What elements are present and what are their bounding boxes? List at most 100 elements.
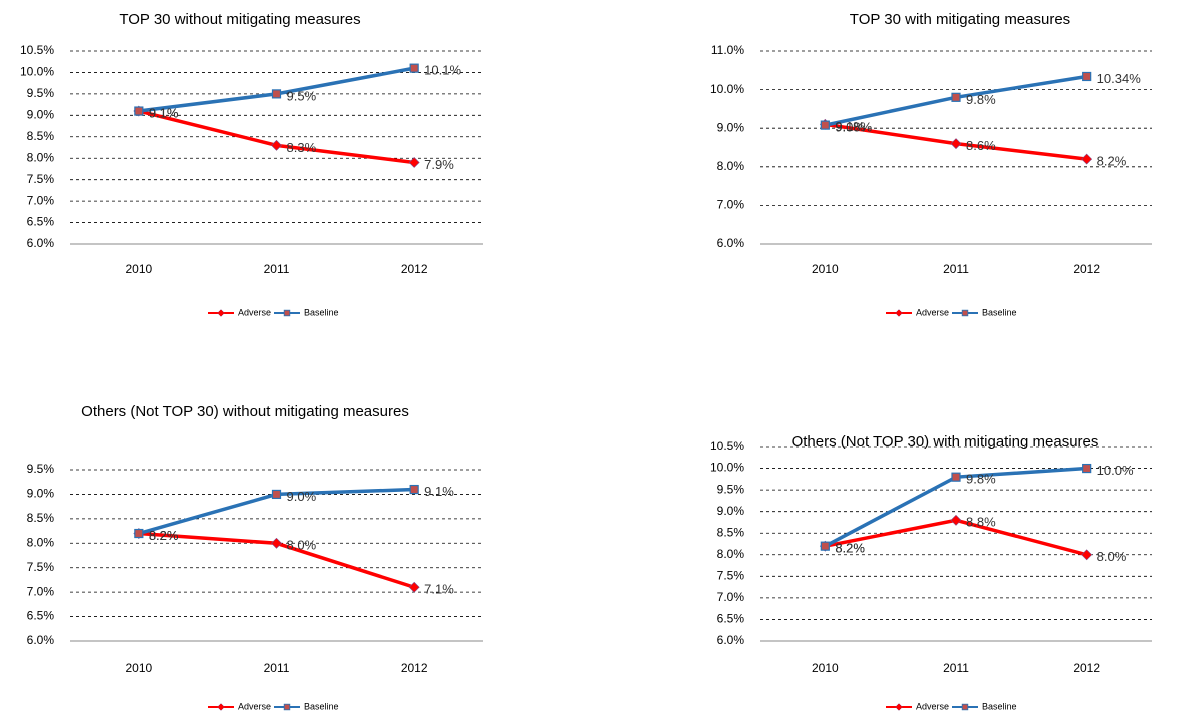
data-label: 8.6% [966, 138, 996, 153]
y-tick-label: 8.5% [27, 511, 55, 525]
x-tick-label: 2012 [401, 661, 428, 675]
y-tick-label: 6.0% [27, 236, 55, 250]
legend-label: Adverse [916, 307, 949, 317]
y-tick-label: 9.0% [717, 120, 745, 134]
y-tick-label: 7.0% [27, 193, 55, 207]
x-tick-label: 2012 [1073, 262, 1100, 276]
chart-title: Others (Not TOP 30) with mitigating meas… [791, 433, 1099, 450]
y-tick-label: 7.5% [717, 569, 745, 583]
data-label: 8.2% [149, 528, 179, 543]
point-marker [820, 541, 830, 551]
x-tick-label: 2010 [125, 661, 152, 675]
y-tick-label: 6.5% [27, 215, 55, 229]
legend-marker [217, 309, 225, 317]
legend-label: Adverse [238, 307, 271, 317]
y-tick-label: 6.0% [717, 633, 745, 647]
data-label: 8.3% [287, 140, 317, 155]
x-tick-label: 2010 [812, 661, 839, 675]
x-tick-label: 2011 [264, 262, 290, 276]
data-label: 8.2% [835, 541, 865, 556]
x-tick-label: 2012 [1073, 661, 1100, 675]
point-marker [409, 484, 419, 495]
point-marker [409, 63, 419, 73]
x-tick-label: 2011 [264, 661, 290, 675]
point-marker [951, 472, 961, 482]
data-label: 9.1% [149, 105, 179, 120]
data-label: 8.0% [1097, 549, 1127, 564]
legend-marker [961, 703, 969, 711]
y-tick-label: 8.0% [717, 547, 745, 561]
point-marker [1082, 463, 1092, 474]
data-label: 9.0% [287, 489, 317, 504]
legend-marker [961, 309, 969, 317]
y-tick-label: 7.0% [717, 198, 745, 212]
point-marker [134, 528, 144, 539]
point-marker [950, 138, 962, 150]
legend-marker [217, 703, 225, 711]
y-tick-label: 10.0% [710, 461, 744, 475]
data-label: 8.8% [966, 515, 996, 530]
point-marker [1081, 549, 1093, 561]
y-tick-label: 8.5% [717, 525, 745, 539]
data-label: 8.2% [835, 541, 865, 556]
point-marker [820, 120, 830, 130]
x-tick-label: 2011 [943, 661, 969, 675]
y-tick-label: 11.0% [711, 43, 744, 57]
data-label: 9.8% [966, 472, 996, 487]
data-label: 9.1% [149, 105, 179, 120]
legend-label: Baseline [304, 307, 339, 317]
y-tick-label: 9.5% [27, 462, 55, 476]
data-label: 10.34% [1097, 71, 1142, 86]
point-marker [950, 514, 962, 526]
data-label: 8.2% [1097, 154, 1127, 169]
point-marker [271, 537, 282, 549]
point-marker [134, 106, 144, 116]
y-tick-label: 10.0% [710, 82, 744, 96]
y-tick-label: 10.5% [20, 43, 54, 57]
data-label: 8.2% [149, 528, 179, 543]
data-label: 10.0% [1097, 463, 1134, 478]
data-label: 9.5% [287, 88, 317, 103]
y-tick-label: 6.5% [717, 612, 745, 626]
y-tick-label: 6.0% [27, 633, 55, 647]
data-label: 8.0% [287, 538, 317, 553]
point-marker [1081, 153, 1093, 165]
y-tick-label: 7.0% [27, 584, 55, 598]
data-label: 7.9% [424, 157, 454, 172]
point-marker [951, 92, 961, 102]
legend-label: Baseline [982, 307, 1017, 317]
legend-label: Adverse [238, 701, 271, 711]
y-tick-label: 9.0% [27, 487, 55, 501]
data-label: 7.1% [424, 582, 454, 597]
point-marker [271, 139, 282, 151]
x-tick-label: 2010 [125, 262, 152, 276]
y-tick-label: 9.0% [27, 108, 55, 122]
y-tick-label: 8.0% [27, 150, 55, 164]
point-marker [271, 89, 282, 99]
y-tick-label: 8.5% [27, 129, 55, 143]
legend-marker [283, 703, 291, 711]
point-marker [408, 157, 420, 168]
x-tick-label: 2012 [401, 262, 428, 276]
y-tick-label: 9.5% [27, 86, 55, 100]
data-label: 9.1% [835, 119, 865, 134]
y-tick-label: 7.5% [27, 560, 55, 574]
y-tick-label: 9.5% [717, 482, 745, 496]
x-tick-label: 2010 [812, 262, 839, 276]
y-tick-label: 7.0% [717, 590, 745, 604]
data-label: 10.1% [424, 63, 461, 78]
legend-label: Baseline [982, 701, 1017, 711]
y-tick-label: 9.0% [717, 504, 745, 518]
legend-label: Adverse [916, 701, 949, 711]
y-tick-label: 8.0% [717, 159, 745, 173]
y-tick-label: 8.0% [27, 535, 55, 549]
chart-title: TOP 30 without mitigating measures [119, 11, 361, 28]
y-tick-label: 6.0% [717, 236, 745, 250]
data-label: 9.08% [835, 120, 872, 135]
point-marker [1082, 71, 1092, 82]
legend-label: Baseline [304, 701, 339, 711]
y-tick-label: 7.5% [27, 172, 55, 186]
chart-title: TOP 30 with mitigating measures [849, 11, 1071, 28]
